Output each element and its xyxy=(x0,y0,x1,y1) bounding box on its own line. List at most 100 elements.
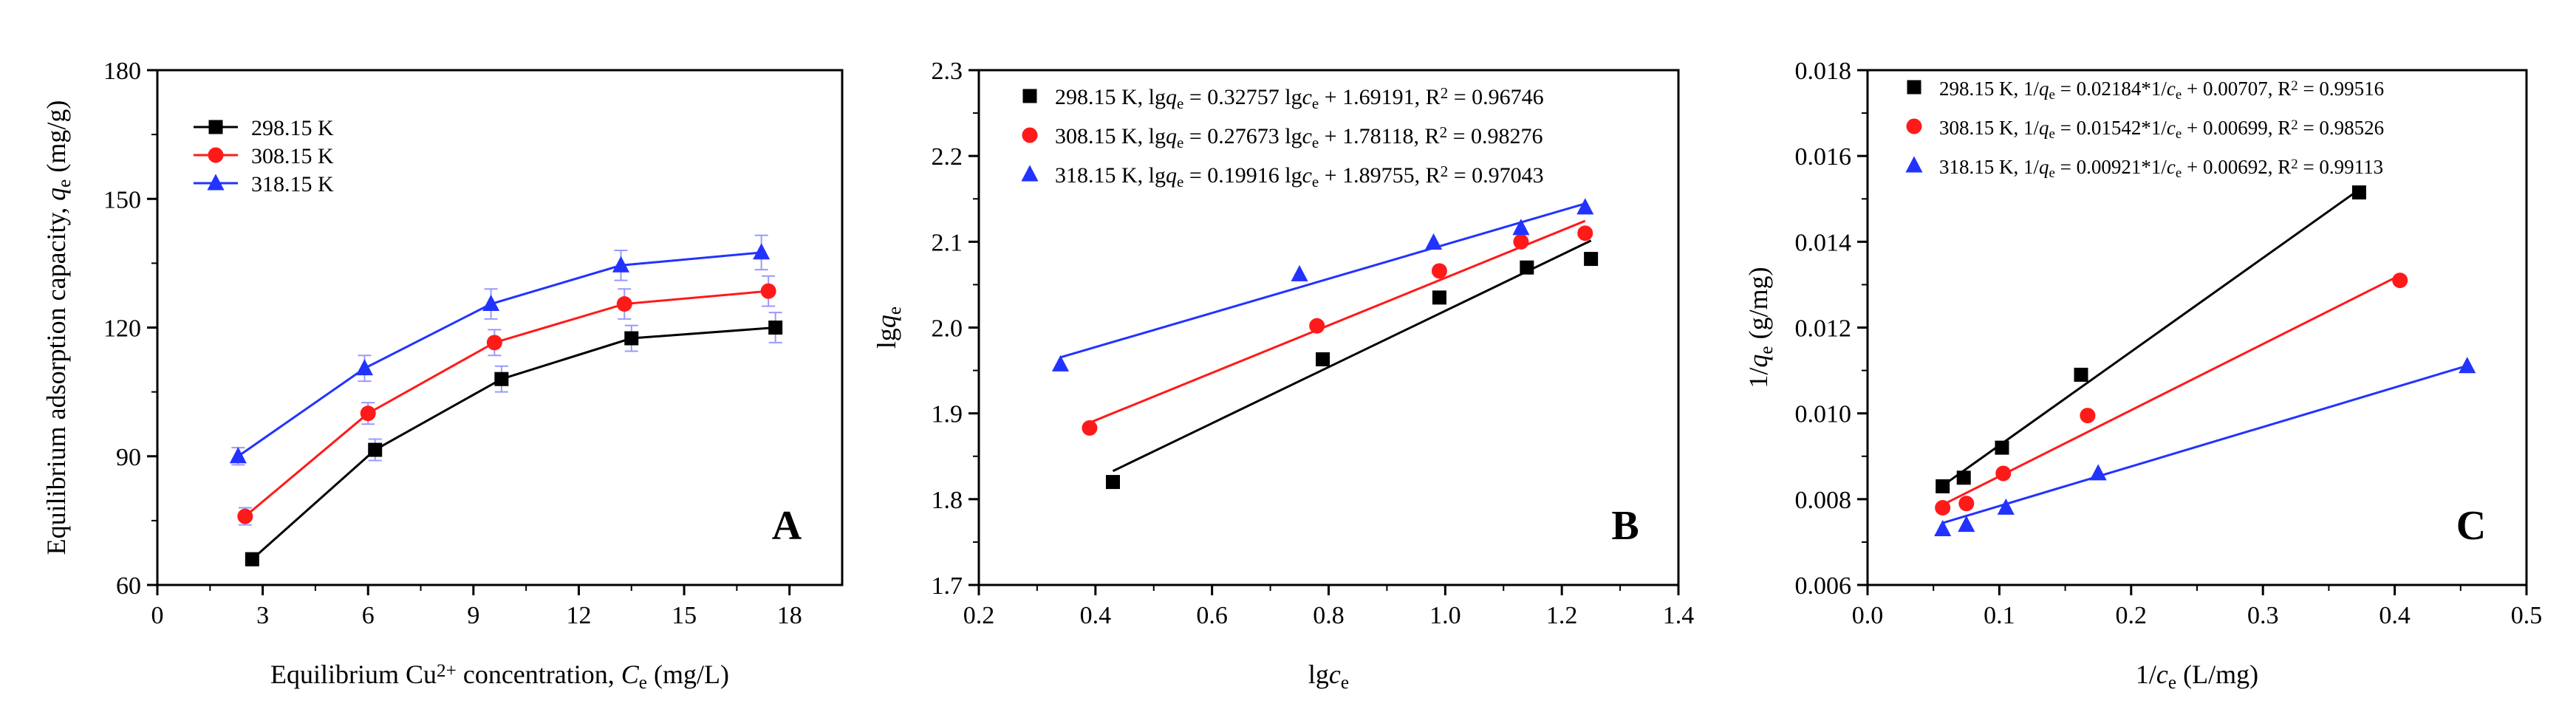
legend-entry: 318.15 K, lgqe = 0.19916 lgce + 1.89755,… xyxy=(1021,162,1544,191)
legend-entry: 298.15 K, lgqe = 0.32757 lgce + 1.69191,… xyxy=(1022,84,1544,112)
x-axis-label: Equilibrium Cu2+ concentration, Ce (mg/L… xyxy=(270,660,729,693)
data-point xyxy=(1995,465,2012,482)
legend-label-part: q xyxy=(2039,156,2049,178)
legend-label-part: 308.15 K, lg xyxy=(1055,124,1166,148)
y-tick-label: 0.018 xyxy=(1795,58,1852,85)
legend-label-part: e xyxy=(2049,126,2055,142)
series-31815 xyxy=(1934,357,2476,536)
data-point xyxy=(245,552,259,566)
data-point xyxy=(612,256,630,273)
data-point xyxy=(1576,198,1594,215)
data-point xyxy=(2392,273,2408,289)
x-tick-label: 0 xyxy=(151,602,164,629)
legend-label: 318.15 K xyxy=(251,172,334,196)
legend-label-part: 2 xyxy=(1441,162,1449,180)
data-point xyxy=(355,359,374,376)
chart-panel-b: 0.2 0.4 0.6 0.8 1.0 1.2 1.4 1.7 1.8 1.9 2.0 2.1 2.2 2… xyxy=(872,58,1694,693)
y-axis-label-part: (mg/g) xyxy=(41,100,71,179)
y-axis-label: lgqe xyxy=(872,307,905,349)
data-point xyxy=(1431,263,1447,279)
data-point xyxy=(229,447,247,464)
panel-letter: A xyxy=(772,503,802,549)
x-tick-label: 0.5 xyxy=(2511,602,2543,629)
legend-entry: 308.15 K xyxy=(194,144,334,168)
legend-label-part: 2 xyxy=(1441,84,1449,102)
y-tick-label: 2.3 xyxy=(932,58,963,85)
legend-marker xyxy=(1022,127,1038,143)
fit-line xyxy=(1112,239,1592,473)
legend-label: 298.15 K, lgqe = 0.32757 lgce + 1.69191,… xyxy=(1055,84,1544,112)
data-point xyxy=(482,294,500,312)
legend-label-part: c xyxy=(2167,156,2176,178)
legend-label-part: = 0.00921*1/ xyxy=(2055,156,2167,178)
series-31815 xyxy=(1051,198,1594,372)
x-tick-label: 0.8 xyxy=(1313,602,1345,629)
data-point xyxy=(760,283,776,299)
x-tick-label: 1.0 xyxy=(1429,602,1461,629)
panel-letter: B xyxy=(1611,503,1639,549)
data-point xyxy=(1051,355,1070,372)
y-tick-label: 1.7 xyxy=(932,572,963,600)
data-point xyxy=(1432,290,1446,305)
data-point xyxy=(616,296,632,312)
data-point xyxy=(1935,499,1951,516)
x-tick-label: 0.2 xyxy=(2116,602,2148,629)
legend-label: 318.15 K, lgqe = 0.19916 lgce + 1.89755,… xyxy=(1055,162,1544,191)
fit-line xyxy=(1941,188,2360,487)
series-30815 xyxy=(1935,273,2408,516)
legend-label-part: e xyxy=(1312,173,1319,191)
x-tick-label: 0.2 xyxy=(963,602,995,629)
y-tick-label: 180 xyxy=(103,58,141,85)
chart-panel-c: 0.0 0.1 0.2 0.3 0.4 0.5 0.006 0.008 0.010 0.012 0.… xyxy=(1743,58,2542,693)
data-point xyxy=(1309,318,1325,334)
data-point xyxy=(1995,440,2009,455)
series-29815 xyxy=(1106,239,1599,490)
series-30815 xyxy=(237,275,776,526)
series-30815 xyxy=(1082,219,1593,436)
y-axis-label-part: e xyxy=(1757,346,1777,354)
fit-line xyxy=(1089,219,1586,424)
x-axis-label-part: lg xyxy=(1308,660,1329,689)
legend-label-part: = 0.96746 xyxy=(1448,85,1543,109)
legend-marker xyxy=(1907,80,1921,95)
x-tick-label: 15 xyxy=(672,602,697,629)
legend-marker xyxy=(1906,118,1922,134)
y-tick-label: 2.0 xyxy=(932,315,963,343)
legend-marker xyxy=(1022,89,1037,103)
data-point xyxy=(1512,219,1530,236)
y-axis-label-part: q xyxy=(41,188,71,201)
data-point xyxy=(1513,233,1529,250)
data-point xyxy=(624,331,639,346)
data-point xyxy=(1291,264,1308,281)
legend-label: 298.15 K, 1/qe = 0.02184*1/ce + 0.00707,… xyxy=(1939,78,2384,103)
legend-label-part: 318.15 K, 1/ xyxy=(1939,156,2039,178)
legend-label-part: e xyxy=(1312,95,1319,112)
x-tick-label: 12 xyxy=(566,602,591,629)
y-tick-label: 1.8 xyxy=(932,487,963,514)
legend-label-part: q xyxy=(2039,78,2049,100)
data-point xyxy=(2459,357,2476,374)
legend-entry: 318.15 K, 1/qe = 0.00921*1/ce + 0.00692,… xyxy=(1905,156,2383,181)
x-tick-label: 3 xyxy=(256,602,269,629)
legend-label-part: 2 xyxy=(2291,157,2297,172)
legend-label-part: c xyxy=(1302,163,1312,188)
legend-marker xyxy=(207,174,225,191)
y-tick-label: 0.014 xyxy=(1795,229,1852,256)
y-tick-label: 150 xyxy=(103,186,141,213)
legend-label-part: q xyxy=(1166,85,1177,109)
chart-panel-a: 0 3 6 9 12 15 18 60 90 120 150 180 Equilibrium Cu2+ … xyxy=(41,58,844,693)
legend-entry: 298.15 K xyxy=(194,116,334,140)
x-axis-label-part: (mg/L) xyxy=(647,660,729,689)
y-axis-label-part: q xyxy=(1743,355,1773,368)
legend-label-part: e xyxy=(2176,87,2182,103)
legend-label-part: e xyxy=(1177,173,1183,191)
x-axis-label-part: e xyxy=(1341,673,1349,693)
data-point xyxy=(486,335,502,351)
legend-label-part: q xyxy=(2039,117,2049,139)
legend-label-part: q xyxy=(1166,124,1177,148)
series-line xyxy=(244,290,769,518)
y-tick-label: 0.006 xyxy=(1795,572,1852,600)
legend-marker xyxy=(1905,156,1923,173)
legend-label-part: = 0.99516 xyxy=(2298,78,2384,100)
y-axis-label-part: 1/ xyxy=(1743,368,1773,388)
